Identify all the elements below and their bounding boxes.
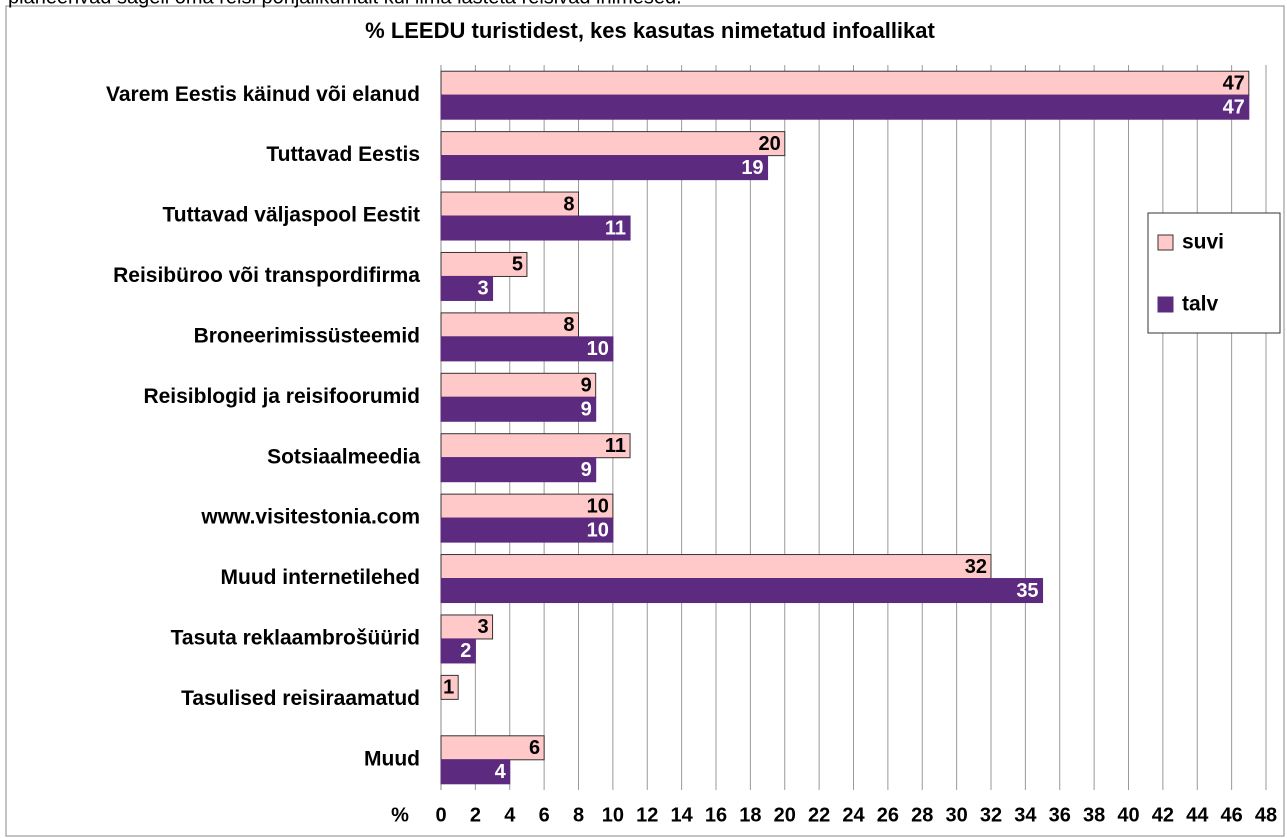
y-tick-label: Muud xyxy=(364,747,420,770)
caption: planeerivad sageli oma reisi põhjalikuma… xyxy=(8,0,682,8)
bar xyxy=(440,433,631,459)
data-label: 9 xyxy=(581,375,592,397)
legend-swatch xyxy=(1157,234,1174,251)
x-tick-label: 20 xyxy=(774,804,796,826)
data-label: 5 xyxy=(512,254,523,276)
data-label: 1 xyxy=(443,677,454,699)
x-tick-label: 28 xyxy=(911,804,933,826)
data-label: 10 xyxy=(587,338,609,360)
x-tick-label: 10 xyxy=(602,804,624,826)
legend-label: suvi xyxy=(1182,231,1224,254)
data-label: 3 xyxy=(477,616,488,638)
data-label: 11 xyxy=(605,435,626,457)
bar xyxy=(440,396,597,422)
x-tick-label: 12 xyxy=(636,804,658,826)
x-tick-label: 22 xyxy=(808,804,830,826)
data-label: 47 xyxy=(1223,96,1245,118)
y-tick-label: Muud internetilehed xyxy=(221,566,421,589)
bar xyxy=(440,191,579,217)
data-label: 8 xyxy=(563,314,574,336)
x-tick-label: 26 xyxy=(877,804,899,826)
legend-label: talv xyxy=(1182,293,1219,316)
bar xyxy=(440,131,786,157)
data-label: 6 xyxy=(529,737,540,759)
legend-box xyxy=(1147,212,1281,334)
x-tick-label: 42 xyxy=(1152,804,1174,826)
bar xyxy=(440,493,614,519)
bar xyxy=(440,372,597,398)
x-tick-label: 18 xyxy=(739,804,761,826)
data-label: 47 xyxy=(1223,72,1245,94)
bar xyxy=(440,457,597,483)
data-label: 10 xyxy=(587,495,609,517)
y-tick-label: Tasuta reklaambrošüürid xyxy=(171,627,420,650)
bar xyxy=(440,215,631,241)
bar xyxy=(440,517,614,543)
bar xyxy=(440,554,992,580)
x-axis-label: % xyxy=(391,804,409,826)
x-tick-label: 24 xyxy=(842,804,865,826)
x-tick-label: 32 xyxy=(980,804,1002,826)
bar xyxy=(440,614,494,640)
x-tick-label: 2 xyxy=(470,804,481,826)
bar xyxy=(440,674,459,700)
data-label: 4 xyxy=(495,761,507,783)
y-tick-label: Tuttavad väljaspool Eestit xyxy=(162,204,420,227)
bar xyxy=(440,94,1250,120)
data-label: 35 xyxy=(1016,580,1038,602)
x-tick-label: 44 xyxy=(1186,804,1209,826)
y-tick-label: Reisiblogid ja reisifoorumid xyxy=(143,385,420,408)
data-label: 19 xyxy=(741,157,763,179)
bar xyxy=(440,312,579,338)
bar xyxy=(440,735,545,761)
data-label: 8 xyxy=(563,193,574,215)
bar xyxy=(440,70,1250,96)
y-tick-label: Tasulised reisiraamatud xyxy=(181,687,420,710)
y-tick-label: Broneerimissüsteemid xyxy=(194,324,420,347)
data-label: 11 xyxy=(605,217,626,239)
x-tick-label: 0 xyxy=(435,804,446,826)
bar xyxy=(440,759,511,785)
chart-frame xyxy=(5,5,1285,837)
data-label: 3 xyxy=(477,278,488,300)
x-tick-label: 14 xyxy=(671,804,694,826)
x-tick-label: 4 xyxy=(504,804,516,826)
x-tick-label: 34 xyxy=(1014,804,1037,826)
bar xyxy=(440,275,494,301)
bar xyxy=(440,638,476,664)
y-tick-label: www.visitestonia.com xyxy=(200,506,420,529)
bar xyxy=(440,578,1044,604)
data-label: 9 xyxy=(581,459,592,481)
y-tick-label: Varem Eestis käinud või elanud xyxy=(106,83,420,106)
legend-swatch xyxy=(1157,296,1174,313)
y-tick-label: Tuttavad Eestis xyxy=(266,143,420,166)
data-label: 10 xyxy=(587,519,609,541)
data-label: 20 xyxy=(759,133,781,155)
y-tick-label: Sotsiaalmeedia xyxy=(267,445,420,468)
data-label: 2 xyxy=(460,640,471,662)
x-tick-label: 48 xyxy=(1255,804,1277,826)
chart-title: % LEEDU turistidest, kes kasutas nimetat… xyxy=(365,18,935,43)
x-tick-label: 6 xyxy=(539,804,550,826)
data-label: 32 xyxy=(965,556,987,578)
x-tick-label: 30 xyxy=(946,804,968,826)
x-tick-label: 8 xyxy=(573,804,584,826)
x-tick-label: 16 xyxy=(705,804,727,826)
bar xyxy=(440,155,769,181)
data-label: 9 xyxy=(581,399,592,421)
x-tick-label: 38 xyxy=(1083,804,1105,826)
x-tick-label: 36 xyxy=(1049,804,1071,826)
y-tick-label: Reisibüroo või transpordifirma xyxy=(113,264,420,287)
x-tick-label: 46 xyxy=(1221,804,1243,826)
x-tick-label: 40 xyxy=(1117,804,1139,826)
bar xyxy=(440,336,614,362)
